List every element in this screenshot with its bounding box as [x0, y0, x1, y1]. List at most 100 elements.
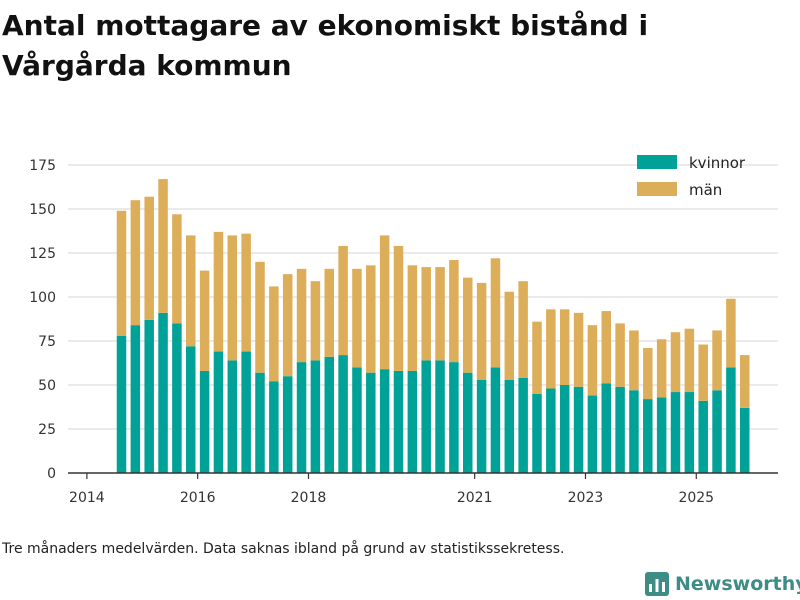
bar-man-42 — [684, 328, 695, 393]
legend-label-man: män — [689, 181, 722, 199]
bar-man-6 — [186, 235, 196, 347]
bar-kvinnor-38 — [629, 390, 639, 473]
legend-swatch-man — [637, 182, 677, 196]
y-tick-label-25: 25 — [38, 422, 56, 438]
bar-man-4 — [158, 179, 168, 313]
bar-kvinnor-32 — [546, 388, 556, 473]
bar-man-41 — [670, 332, 681, 393]
bar-man-20 — [379, 235, 390, 370]
bar-man-13 — [282, 274, 293, 377]
bar-kvinnor-43 — [698, 400, 708, 473]
bar-kvinnor-31 — [532, 393, 542, 473]
y-tick-label-0: 0 — [47, 466, 56, 482]
bar-kvinnor-9 — [227, 360, 238, 473]
chart-title: Antal mottagare av ekonomiskt bistånd i … — [2, 9, 649, 82]
bar-man-17 — [338, 245, 348, 356]
bar-man-36 — [601, 311, 611, 384]
bar-kvinnor-46 — [740, 407, 750, 473]
bar-man-25 — [449, 260, 459, 363]
bar-kvinnor-20 — [379, 369, 390, 473]
footnote: Tre månaders medelvärden. Data saknas ib… — [2, 541, 565, 557]
brand-name: Newsworthy — [675, 573, 800, 595]
bar-man-5 — [172, 214, 182, 324]
bar-kvinnor-41 — [670, 392, 681, 473]
bar-man-28 — [490, 258, 501, 368]
bar-man-37 — [615, 323, 625, 387]
bar-man-33 — [559, 309, 570, 385]
bar-kvinnor-6 — [186, 346, 196, 473]
bar-kvinnor-29 — [504, 379, 515, 473]
bar-kvinnor-35 — [587, 395, 598, 473]
legend-swatch-kvinnor — [637, 155, 677, 169]
bar-kvinnor-23 — [421, 360, 431, 473]
legend: kvinnor män — [637, 154, 746, 199]
bar-kvinnor-4 — [158, 312, 168, 473]
bar-kvinnor-19 — [366, 372, 376, 473]
bar-kvinnor-45 — [726, 367, 736, 473]
bar-man-9 — [227, 235, 238, 361]
bar-man-31 — [532, 321, 542, 394]
bar-kvinnor-17 — [338, 355, 348, 473]
y-axis-ticks: 0 25 50 75 100 125 150 175 — [29, 158, 56, 482]
bar-man-26 — [463, 277, 473, 373]
bar-kvinnor-22 — [407, 370, 418, 473]
x-tick-label-2023: 2023 — [568, 490, 604, 506]
bar-man-3 — [144, 196, 154, 320]
bar-kvinnor-34 — [573, 386, 584, 473]
bar-kvinnor-16 — [324, 356, 334, 473]
y-tick-label-175: 175 — [29, 158, 56, 174]
y-tick-label-100: 100 — [29, 290, 56, 306]
bar-man-21 — [393, 245, 404, 371]
bar-kvinnor-33 — [559, 385, 570, 473]
bar-man-11 — [255, 261, 265, 373]
bar-man-8 — [213, 231, 224, 352]
bar-kvinnor-11 — [255, 372, 265, 473]
bar-man-30 — [518, 281, 528, 378]
y-tick-label-75: 75 — [38, 334, 56, 350]
x-tick-label-2016: 2016 — [180, 490, 216, 506]
bar-kvinnor-3 — [144, 319, 154, 473]
bars — [116, 179, 750, 473]
bar-man-46 — [740, 355, 750, 408]
bar-man-43 — [698, 344, 708, 401]
bar-man-34 — [573, 312, 584, 387]
bar-man-39 — [643, 348, 653, 400]
bar-man-23 — [421, 267, 431, 361]
bar-kvinnor-37 — [615, 386, 625, 473]
bar-kvinnor-10 — [241, 351, 251, 473]
bar-kvinnor-40 — [656, 397, 667, 473]
bar-man-18 — [352, 268, 362, 368]
bar-kvinnor-2 — [130, 325, 141, 473]
bar-kvinnor-1 — [116, 335, 127, 473]
bar-man-16 — [324, 268, 334, 357]
x-tick-label-2018: 2018 — [291, 490, 327, 506]
legend-label-kvinnor: kvinnor — [689, 154, 746, 172]
bar-kvinnor-30 — [518, 377, 528, 473]
bar-kvinnor-42 — [684, 392, 695, 473]
bar-kvinnor-44 — [712, 390, 722, 473]
bar-man-29 — [504, 291, 515, 380]
bar-kvinnor-36 — [601, 383, 611, 473]
bar-man-38 — [629, 330, 639, 391]
bar-man-27 — [476, 282, 487, 380]
bar-man-15 — [310, 281, 321, 361]
y-tick-label-125: 125 — [29, 246, 56, 262]
bar-man-1 — [116, 210, 127, 336]
x-tick-label-2014: 2014 — [69, 490, 105, 506]
newsworthy-logo: Newsworthy — [645, 571, 800, 597]
bar-kvinnor-39 — [643, 399, 653, 473]
bar-man-32 — [546, 309, 556, 389]
bar-kvinnor-21 — [393, 370, 404, 473]
bar-man-40 — [656, 339, 667, 398]
bar-kvinnor-7 — [199, 370, 210, 473]
bar-kvinnor-13 — [282, 376, 293, 473]
bar-chart-logo-icon — [645, 572, 669, 596]
bar-kvinnor-18 — [352, 367, 362, 473]
bar-man-7 — [199, 270, 210, 371]
x-axis-ticks: 2014 2016 2018 2021 2023 2025 — [69, 473, 714, 506]
bar-man-19 — [366, 265, 376, 373]
bar-kvinnor-12 — [269, 381, 279, 473]
bar-kvinnor-27 — [476, 379, 487, 473]
bar-kvinnor-5 — [172, 323, 182, 473]
